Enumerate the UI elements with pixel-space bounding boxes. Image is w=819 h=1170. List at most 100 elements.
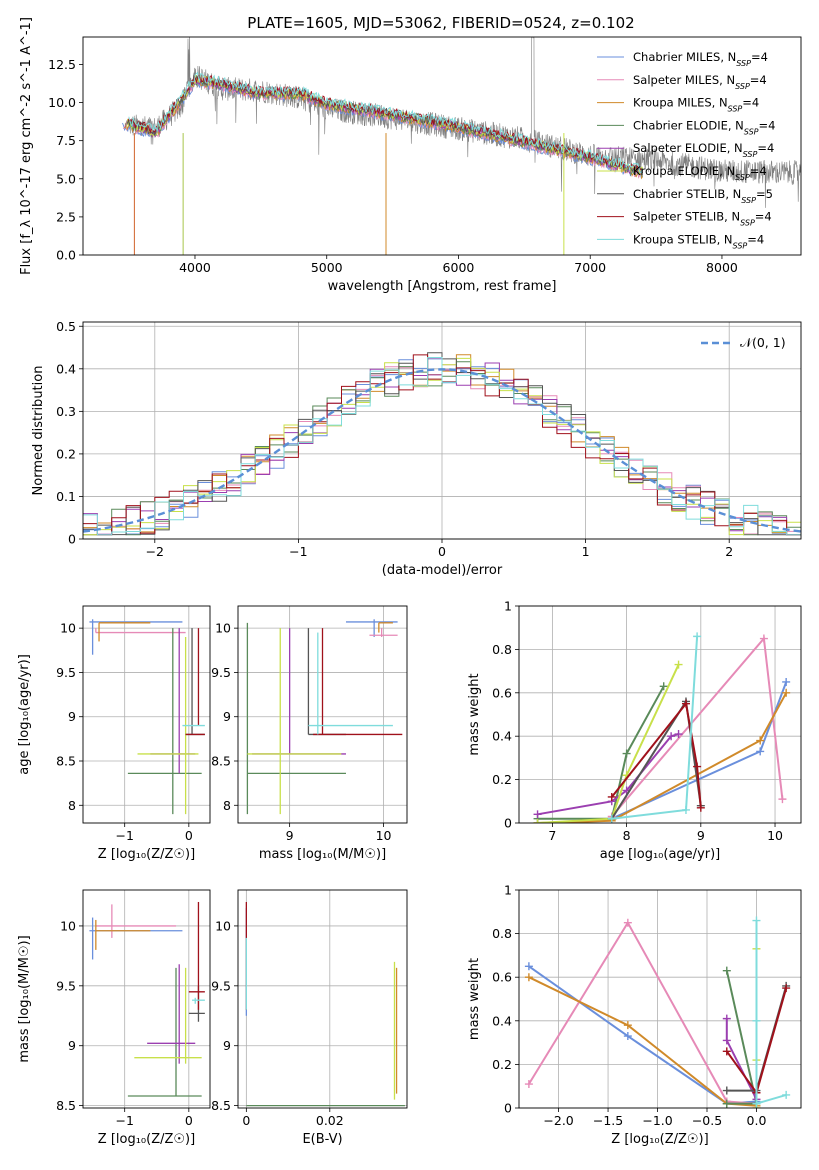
y-tick-label: 0.0 xyxy=(56,248,76,263)
x-tick-label: −0.5 xyxy=(692,1113,722,1128)
x-tick-label: 0 xyxy=(242,1113,250,1128)
x-tick-label: 0 xyxy=(185,1113,193,1128)
y-tick-label: 12.5 xyxy=(48,57,76,72)
y-tick-label: 0.2 xyxy=(56,446,76,461)
y-tick-label: 8.5 xyxy=(211,754,231,769)
legend-subscript: SSP xyxy=(735,173,750,182)
plot-area xyxy=(83,352,801,536)
y-tick-label: 0.4 xyxy=(492,729,512,744)
legend-suffix: =4 xyxy=(747,232,764,246)
y-tick-label: 10 xyxy=(215,918,231,933)
model-spectrum-line xyxy=(124,76,643,177)
legend-suffix: =4 xyxy=(750,73,767,87)
mass-weight-point-marker xyxy=(756,736,765,745)
mass-weight-point-marker xyxy=(524,1080,533,1089)
y-tick-label: 10 xyxy=(60,621,76,636)
mass-weight-series-line xyxy=(755,920,787,1105)
mass-weight-series-line xyxy=(611,636,784,818)
mass-weight-point-marker xyxy=(782,984,791,993)
mass-weight-series-line xyxy=(528,965,757,1105)
x-tick-label: 9 xyxy=(286,828,294,843)
legend-subscript: SSP xyxy=(740,218,755,227)
axes-frame xyxy=(82,605,211,824)
y-tick-label: 9.5 xyxy=(56,978,76,993)
plot-area xyxy=(533,632,791,823)
mass-weight-point-marker xyxy=(722,1036,731,1045)
mass-weight-point-marker xyxy=(667,732,676,741)
legend-subscript: SSP xyxy=(733,241,748,250)
y-tick-label: 0.6 xyxy=(492,970,512,985)
y-axis-label: Flux [f_λ 10^-17 erg cm^-2 s^-1 A^-1] xyxy=(19,17,34,275)
y-tick-label: 7.5 xyxy=(56,133,76,148)
model-spectrum-line xyxy=(125,75,643,176)
axes-frame xyxy=(82,889,211,1109)
x-axis-label: Z [log₁₀(Z/Z☉)] xyxy=(98,1132,195,1147)
mass-weight-point-marker xyxy=(623,1021,632,1030)
axes-frame xyxy=(237,605,408,824)
mass-weight-vs-metallicity-panel: −2.0 −1.5 −1.0 −0.5 0.0 0 0.2 0.4 0.6 0.8 1 Z [log₁… xyxy=(467,883,802,1147)
legend-subscript: SSP xyxy=(744,127,759,136)
y-tick-label: 9 xyxy=(223,709,231,724)
x-tick-label: −2 xyxy=(146,544,164,559)
age-vs-metallicity-panel: −1 0 8 8.5 9 9.5 10 Z [log₁₀(Z/Z☉)] age [log₁₀(a… xyxy=(17,605,211,862)
model-spectrum-line xyxy=(127,75,643,174)
axes-frame xyxy=(82,36,802,256)
y-tick-label: 10 xyxy=(60,918,76,933)
x-tick-label: 5000 xyxy=(311,260,343,275)
y-tick-label: 1 xyxy=(504,599,512,614)
age-vs-mass-panel: 9 10 8 8.5 9 9.5 10 mass [log₁₀(M/M☉)] xyxy=(211,605,408,862)
x-tick-label: 4000 xyxy=(179,260,211,275)
legend-entry-label: Salpeter ELODIE, NSSP=4 xyxy=(633,141,774,159)
legend-suffix: =4 xyxy=(751,50,768,64)
x-tick-label: −1.5 xyxy=(593,1113,623,1128)
y-tick-label: 0.8 xyxy=(492,642,512,657)
mass-weight-point-marker xyxy=(622,749,631,758)
legend-entry-label: Chabrier STELIB, NSSP=5 xyxy=(633,187,773,205)
mass-weight-vs-age-panel: 7 8 9 10 0 0.2 0.4 0.6 0.8 1 age [log₁₀(age/yr)] ma… xyxy=(467,599,802,862)
y-tick-label: 9 xyxy=(223,1038,231,1053)
y-axis-label: mass [log₁₀(M/M☉)] xyxy=(17,935,32,1062)
mass-weight-point-marker xyxy=(623,1032,632,1041)
x-tick-label: 6000 xyxy=(443,260,475,275)
x-tick-label: −1 xyxy=(289,544,307,559)
x-tick-label: 10 xyxy=(767,828,783,843)
axes-frame xyxy=(518,889,802,1109)
mass-weight-point-marker xyxy=(722,966,731,975)
plot-area xyxy=(246,619,403,815)
x-axis-label: E(B-V) xyxy=(302,1132,342,1147)
x-tick-label: −1.0 xyxy=(642,1113,672,1128)
y-tick-label: 0 xyxy=(504,816,512,831)
plot-area xyxy=(89,901,205,1097)
x-tick-label: −1 xyxy=(115,828,133,843)
y-axis-label: age [log₁₀(age/yr)] xyxy=(17,654,32,775)
mass-weight-point-marker xyxy=(722,1086,731,1095)
mass-weight-point-marker xyxy=(722,1014,731,1023)
y-tick-label: 1 xyxy=(504,883,512,898)
y-tick-label: 0.5 xyxy=(56,319,76,334)
mass-weight-point-marker xyxy=(782,677,791,686)
normal-reference-curve xyxy=(83,368,801,533)
mass-weight-series-line xyxy=(528,976,757,1107)
mass-weight-point-marker xyxy=(659,682,668,691)
axes-frame xyxy=(237,889,408,1109)
mass-weight-series-line xyxy=(528,920,757,1105)
plot-area xyxy=(524,916,791,1108)
legend-entry-label: Kroupa MILES, NSSP=4 xyxy=(633,96,759,114)
legend-entry-label: Salpeter STELIB, NSSP=4 xyxy=(633,210,772,228)
spectrum-panel: 4000 5000 6000 7000 8000 0.0 2.5 5.0 7.5 10.0 12.5… xyxy=(19,17,802,294)
y-tick-label: 10.0 xyxy=(48,95,76,110)
mass-weight-point-marker xyxy=(524,973,533,982)
y-tick-label: 8.5 xyxy=(211,1098,231,1113)
legend-suffix: =4 xyxy=(757,141,774,155)
mass-weight-point-marker xyxy=(752,916,761,925)
legend-subscript: SSP xyxy=(741,195,756,204)
legend-suffix: =4 xyxy=(755,210,772,224)
axes-frame xyxy=(518,605,802,824)
legend-entry-label: Chabrier ELODIE, NSSP=4 xyxy=(633,118,775,136)
x-axis-label: wavelength [Angstrom, rest frame] xyxy=(328,279,557,294)
y-tick-label: 10 xyxy=(215,621,231,636)
legend-entry-label: Kroupa STELIB, NSSP=4 xyxy=(633,232,764,250)
mass-weight-point-marker xyxy=(782,1090,791,1099)
legend-suffix: =5 xyxy=(756,187,773,201)
